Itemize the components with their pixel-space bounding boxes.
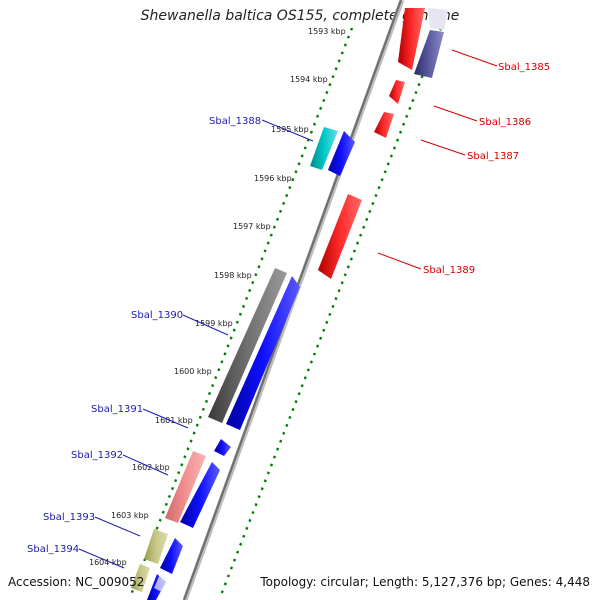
gene-feature-sbal-1392-pink [165,451,206,523]
leader-line-sbal-1393 [94,516,141,537]
right-scale-track [219,27,443,596]
scale-labels: 1593 kbp 1594 kbp 1595 kbp 1596 kbp 1597… [89,27,346,567]
gene-label-sbal-1389: Sbal_1389 [423,265,475,276]
gene-feature-sbal-1385 [398,8,425,70]
gene-feature-sbal-1390-blue [226,276,300,430]
gene-feature-sbal-1392-blue [180,462,220,528]
leader-lines [78,49,498,569]
gene-label-sbal-1385: Sbal_1385 [498,62,550,73]
leader-line-sbal-1386 [433,105,478,122]
gene-feature-sbal-1393-blue [160,538,183,574]
scale-label: 1597 kbp [233,222,271,231]
leader-line-sbal-1388 [261,119,314,142]
gene-feature-sbal-1386 [389,80,405,104]
leader-line-sbal-1390 [182,314,229,336]
scale-label: 1604 kbp [89,558,127,567]
leader-line-sbal-1389 [377,252,422,270]
gene-labels: Sbal_1385 Sbal_1386 Sbal_1387 Sbal_1389 … [27,62,550,555]
gene-feature-sbal-1388 [310,127,338,170]
gene-label-sbal-1387: Sbal_1387 [467,151,519,162]
scale-label: 1599 kbp [195,319,233,328]
leader-line-sbal-1385 [451,49,498,67]
scale-label: 1598 kbp [214,271,252,280]
gene-feature-sbal-1390-gray [208,268,287,423]
gene-feature-sbal-1394-olive [131,564,150,592]
gene-label-sbal-1393: Sbal_1393 [43,512,95,523]
map-title: Shewanella baltica OS155, complete genom… [140,8,460,24]
scale-label: 1595 kbp [271,125,309,134]
gene-feature-ghost [154,574,168,592]
gene-feature-sbal-1389 [318,194,362,279]
gene-label-sbal-1392: Sbal_1392 [71,450,123,461]
scale-label: 1593 kbp [308,27,346,36]
leader-line-sbal-1394 [78,548,125,569]
gene-feature-sbal-1387 [374,112,394,138]
scale-label: 1601 kbp [155,416,193,425]
gene-label-sbal-1391: Sbal_1391 [91,404,143,415]
gene-feature-sbal-1393-olive [144,529,168,564]
gene-label-sbal-1388: Sbal_1388 [209,116,261,127]
leader-line-sbal-1392 [122,454,169,476]
accession-text: Accession: NC_009052 [8,575,145,589]
gene-feature-sbal-1391 [214,439,231,456]
gene-feature-navy [414,30,444,78]
gene-label-sbal-1394: Sbal_1394 [27,544,79,555]
scale-label: 1596 kbp [254,174,292,183]
scale-label: 1603 kbp [111,511,149,520]
scale-label: 1594 kbp [290,75,328,84]
leader-line-sbal-1387 [420,139,466,156]
scale-label: 1600 kbp [174,367,212,376]
gene-feature-blue-1 [328,131,355,176]
genome-summary-text: Topology: circular; Length: 5,127,376 bp… [260,575,590,589]
gene-feature-pale [428,8,448,30]
leader-line-sbal-1391 [142,408,189,429]
gene-label-sbal-1390: Sbal_1390 [131,310,183,321]
gene-label-sbal-1386: Sbal_1386 [479,117,531,128]
